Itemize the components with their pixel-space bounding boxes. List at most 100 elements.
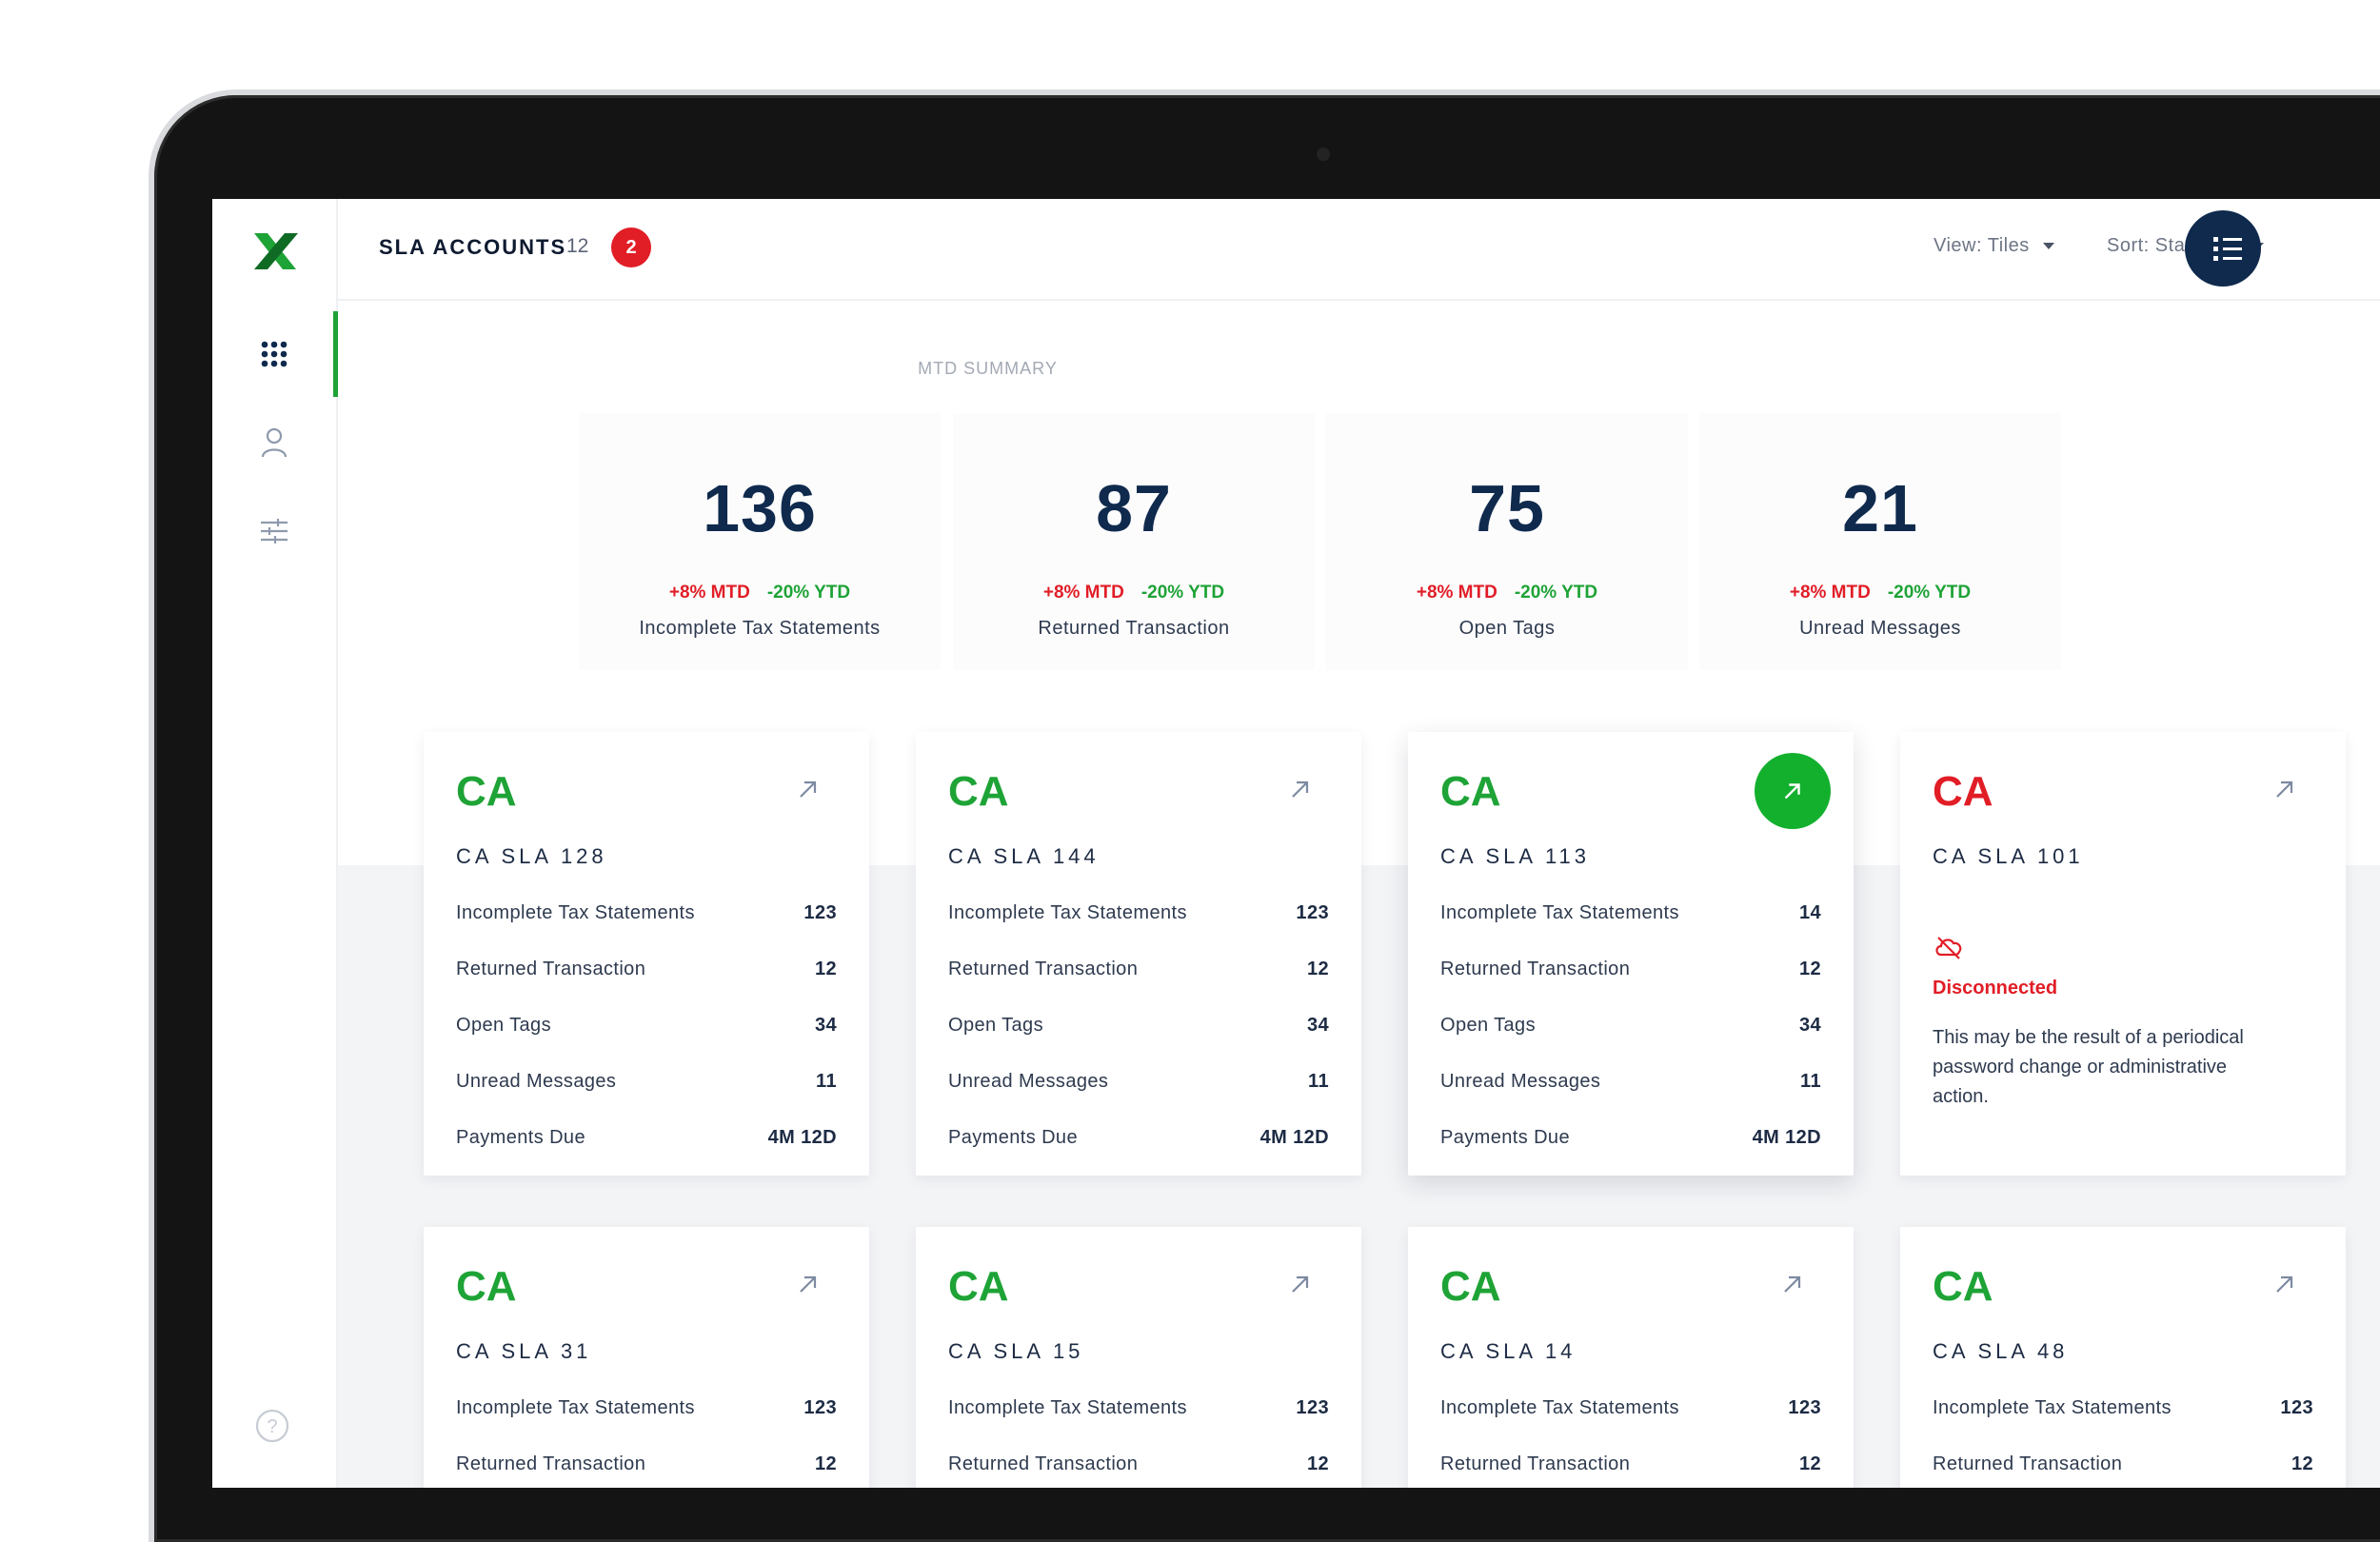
stat-value: 87: [1096, 471, 1172, 545]
account-card-disconnected[interactable]: CA CA SLA 101 Disconnected This may be t…: [1900, 732, 2346, 1176]
open-arrow-icon[interactable]: [1287, 776, 1314, 802]
stat-label: Returned Transaction: [1038, 618, 1230, 639]
row-value: 4M 12D: [1259, 1127, 1329, 1148]
row-value: 14: [1798, 902, 1821, 923]
page-title: SLA ACCOUNTS: [379, 235, 567, 259]
row-value: 4M 12D: [1752, 1127, 1821, 1148]
open-arrow-icon[interactable]: [2271, 776, 2298, 802]
view-dropdown-label: View: Tiles: [1934, 235, 2030, 256]
open-arrow-icon[interactable]: [795, 1271, 822, 1297]
open-arrow-icon[interactable]: [2271, 1271, 2298, 1297]
sidebar-item-profile[interactable]: [212, 400, 336, 485]
stat-mtd: +8% MTD: [1789, 583, 1871, 603]
row-value: 12: [814, 1453, 837, 1474]
card-state: CA: [456, 768, 517, 815]
summary-stat-unread: 21 +8% MTD -20% YTD Unread Messages: [1699, 413, 2061, 670]
open-arrow-icon[interactable]: [1779, 1271, 1806, 1297]
card-row-tags: Open Tags 34: [948, 1015, 1329, 1043]
row-label: Incomplete Tax Statements: [948, 902, 1187, 923]
card-row-incomplete: Incomplete Tax Statements 123: [456, 902, 837, 931]
row-value: 123: [803, 1397, 837, 1418]
card-row-tags: Open Tags 34: [456, 1015, 837, 1043]
card-row-incomplete: Incomplete Tax Statements 123: [948, 1397, 1329, 1426]
row-value: 34: [814, 1015, 837, 1036]
card-account-name: CA SLA 31: [456, 1339, 592, 1363]
svg-text:?: ?: [267, 1416, 277, 1437]
account-card[interactable]: CA CA SLA 128 Incomplete Tax Statements 1…: [424, 732, 869, 1176]
card-row-returned: Returned Transaction 12: [456, 959, 837, 987]
row-value: 123: [1296, 902, 1329, 923]
list-icon: [2213, 237, 2242, 261]
row-label: Returned Transaction: [948, 959, 1139, 979]
account-card-highlighted[interactable]: CA CA SLA 113 Incomplete Tax Statements 1…: [1408, 732, 1854, 1176]
row-value: 12: [814, 959, 837, 979]
row-label: Incomplete Tax Statements: [456, 1397, 695, 1418]
card-row-returned: Returned Transaction 12: [1440, 1453, 1821, 1482]
open-arrow-icon: [1784, 783, 1800, 800]
list-view-button[interactable]: [2185, 210, 2261, 287]
view-dropdown[interactable]: View: Tiles: [1934, 235, 2054, 257]
open-arrow-icon[interactable]: [1287, 1271, 1314, 1297]
row-label: Incomplete Tax Statements: [948, 1397, 1187, 1418]
account-card[interactable]: CA CA SLA 14 Incomplete Tax Statements 12…: [1408, 1227, 1854, 1488]
card-state: CA: [1440, 768, 1501, 815]
row-value: 11: [1800, 1071, 1821, 1092]
summary-heading: MTD SUMMARY: [918, 359, 1058, 378]
chevron-down-icon: [2042, 243, 2054, 250]
app-logo-icon[interactable]: [247, 227, 304, 275]
row-label: Incomplete Tax Statements: [1933, 1397, 2172, 1418]
help-icon[interactable]: ?: [254, 1408, 290, 1444]
account-card[interactable]: CA CA SLA 48 Incomplete Tax Statements 12…: [1900, 1227, 2346, 1488]
row-label: Returned Transaction: [456, 959, 646, 979]
sidebar-item-settings[interactable]: [212, 488, 336, 574]
card-account-name: CA SLA 113: [1440, 844, 1591, 868]
card-row-payments: Payments Due 4M 12D: [948, 1127, 1329, 1156]
alert-badge[interactable]: 2: [611, 227, 651, 267]
row-label: Returned Transaction: [1933, 1453, 2123, 1474]
card-row-incomplete: Incomplete Tax Statements 123: [948, 902, 1329, 931]
account-card[interactable]: CA CA SLA 15 Incomplete Tax Statements 12…: [916, 1227, 1361, 1488]
row-value: 4M 12D: [767, 1127, 837, 1148]
stat-mtd: +8% MTD: [1416, 583, 1497, 603]
stat-change: +8% MTD -20% YTD: [953, 583, 1315, 603]
row-value: 12: [1306, 959, 1329, 979]
row-value: 12: [2291, 1453, 2313, 1474]
open-arrow-icon[interactable]: [795, 776, 822, 802]
account-card[interactable]: CA CA SLA 144 Incomplete Tax Statements 1…: [916, 732, 1361, 1176]
grid-icon: [261, 341, 288, 367]
row-label: Returned Transaction: [1440, 1453, 1631, 1474]
card-account-name: CA SLA 128: [456, 844, 607, 868]
stat-change: +8% MTD -20% YTD: [1326, 583, 1688, 603]
row-label: Payments Due: [948, 1127, 1078, 1148]
card-row-tags: Open Tags 34: [1440, 1015, 1821, 1043]
stat-ytd: -20% YTD: [1887, 583, 1972, 603]
card-row-unread: Unread Messages 11: [948, 1071, 1329, 1099]
row-value: 11: [816, 1071, 837, 1092]
row-label: Open Tags: [1440, 1015, 1536, 1036]
stat-value: 21: [1842, 471, 1918, 545]
card-row-returned: Returned Transaction 12: [1440, 959, 1821, 987]
card-row-incomplete: Incomplete Tax Statements 14: [1440, 902, 1821, 931]
stat-label: Open Tags: [1458, 618, 1556, 639]
card-row-unread: Unread Messages 11: [456, 1071, 837, 1099]
row-value: 123: [1296, 1397, 1329, 1418]
summary-stat-open-tags: 75 +8% MTD -20% YTD Open Tags: [1326, 413, 1688, 670]
stat-ytd: -20% YTD: [1514, 583, 1598, 603]
open-account-button[interactable]: [1755, 753, 1831, 829]
cloud-off-icon: [1935, 937, 1962, 959]
sidebar-item-dashboard[interactable]: [212, 311, 338, 397]
card-state: CA: [1440, 1263, 1501, 1310]
stat-label: Unread Messages: [1799, 618, 1961, 639]
row-label: Incomplete Tax Statements: [1440, 902, 1679, 923]
row-label: Incomplete Tax Statements: [1440, 1397, 1679, 1418]
stat-value: 136: [703, 471, 817, 545]
row-value: 12: [1798, 959, 1821, 979]
account-card[interactable]: CA CA SLA 31 Incomplete Tax Statements 12…: [424, 1227, 869, 1488]
card-row-returned: Returned Transaction 12: [948, 1453, 1329, 1482]
stat-change: +8% MTD -20% YTD: [1699, 583, 2061, 603]
card-state: CA: [948, 768, 1009, 815]
row-label: Returned Transaction: [948, 1453, 1139, 1474]
card-account-name: CA SLA 144: [948, 844, 1100, 868]
card-row-returned: Returned Transaction 12: [948, 959, 1329, 987]
accounts-count: 12: [566, 235, 589, 257]
